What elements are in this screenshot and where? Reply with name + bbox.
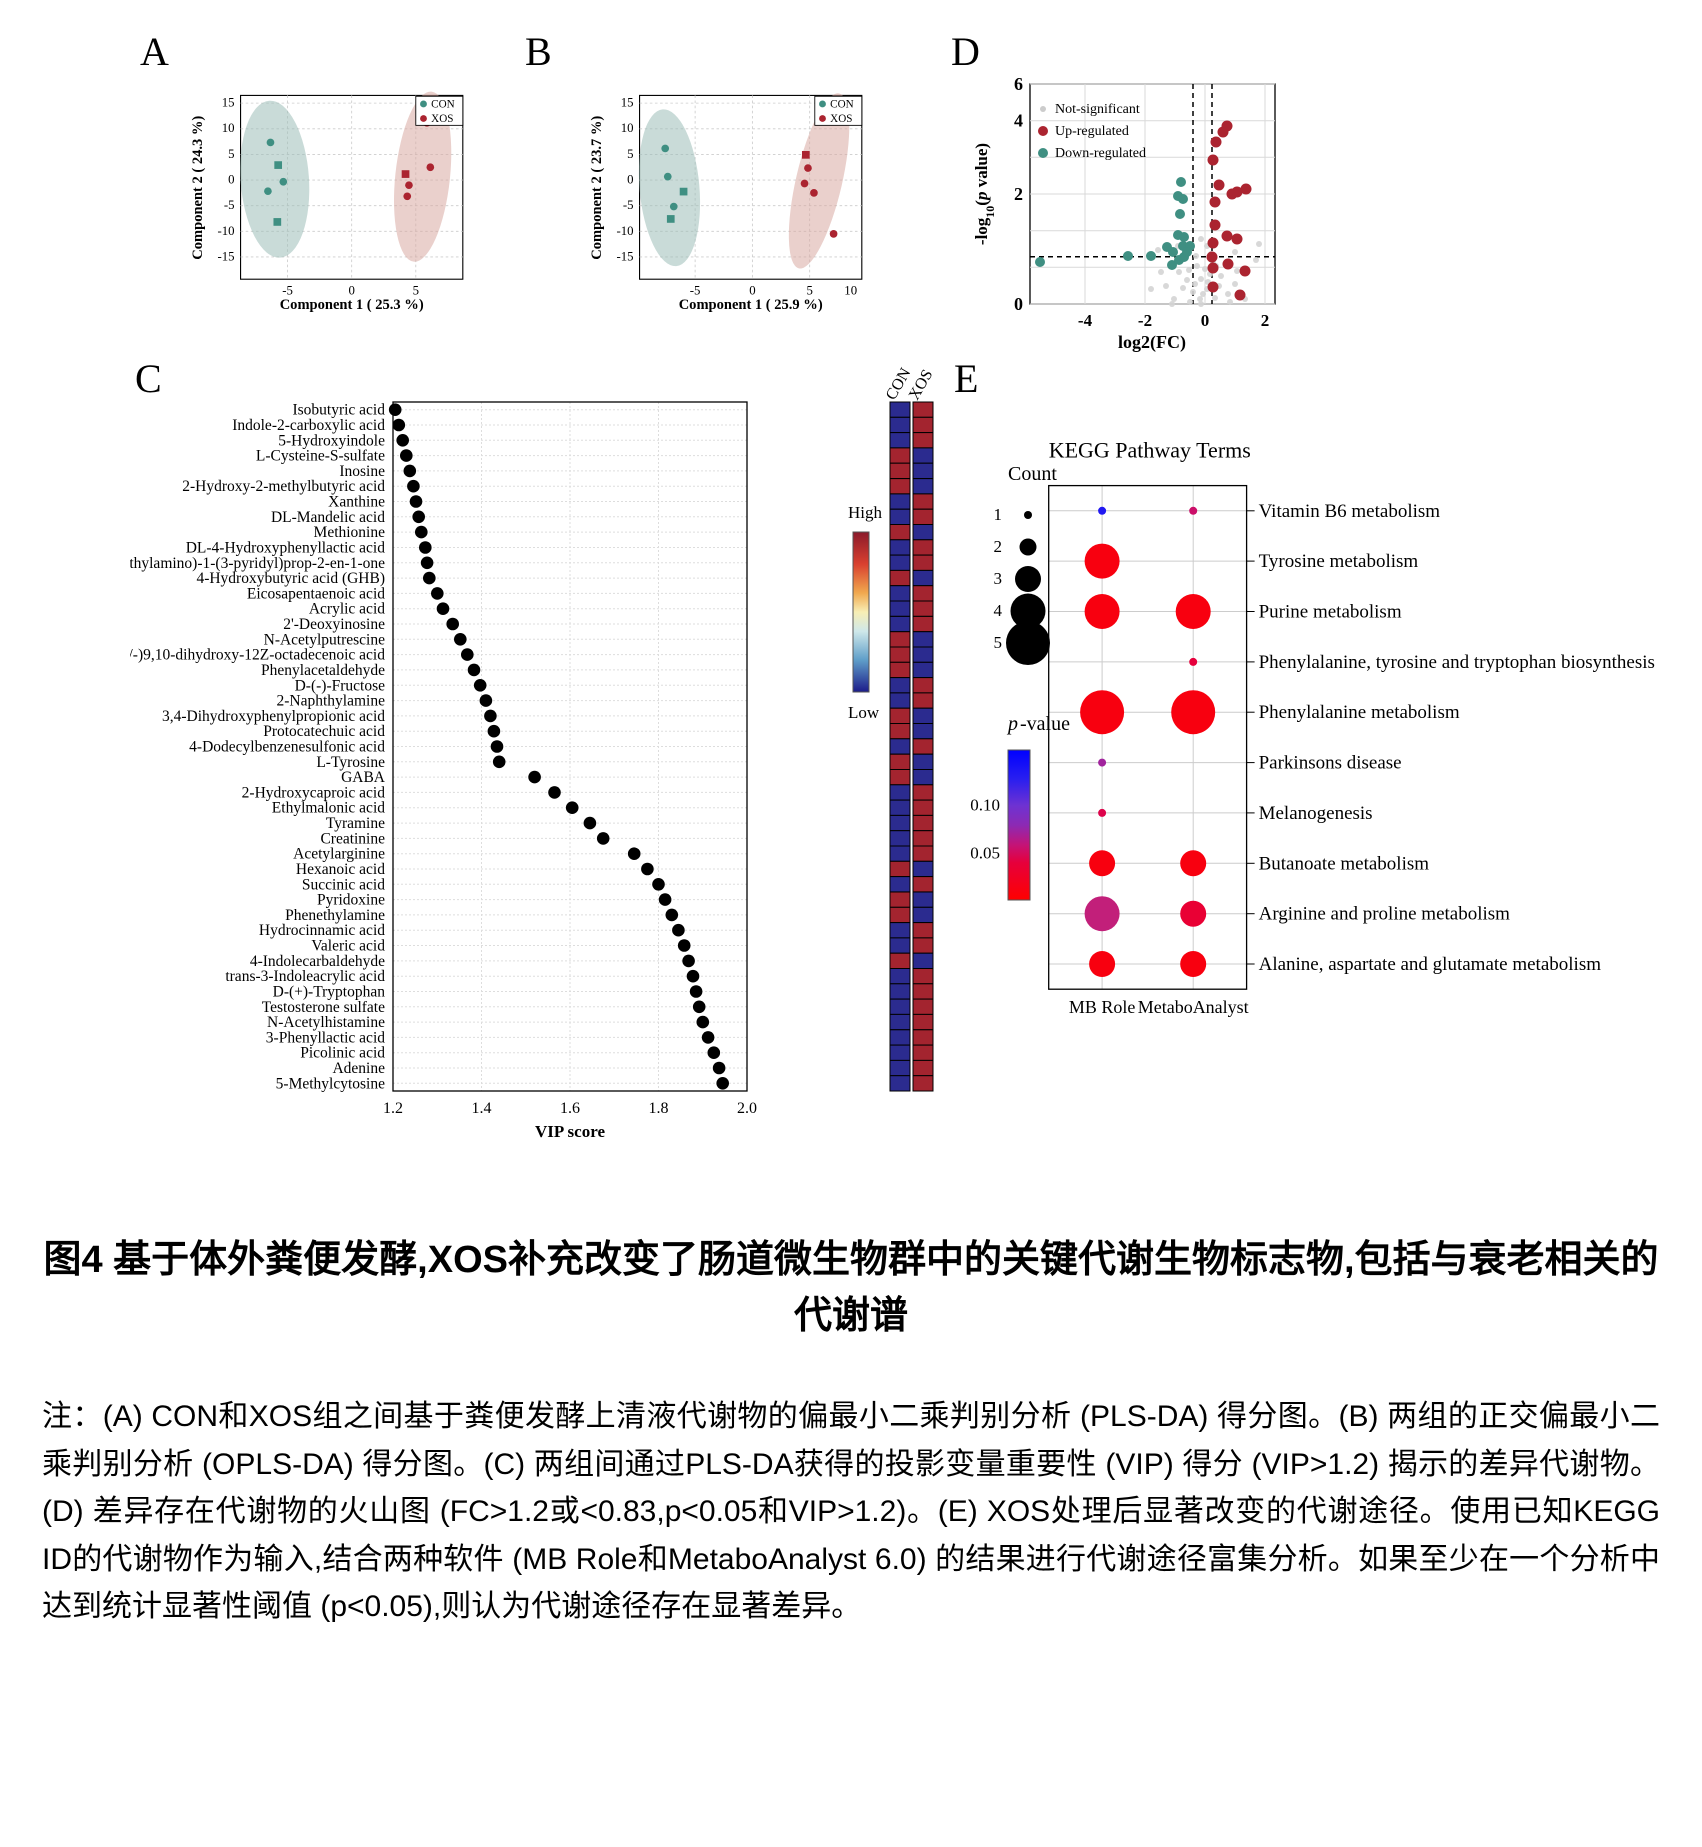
svg-text:Butanoate metabolism: Butanoate metabolism — [1259, 853, 1430, 874]
svg-text:-15: -15 — [217, 249, 234, 263]
svg-text:Component 1 ( 25.3 %): Component 1 ( 25.3 %) — [280, 297, 424, 313]
svg-text:-5: -5 — [224, 198, 235, 212]
svg-text:10: 10 — [222, 121, 235, 135]
svg-text:-5: -5 — [282, 284, 293, 298]
svg-text:15: 15 — [222, 96, 235, 110]
svg-text:0.05: 0.05 — [970, 844, 1000, 863]
svg-text:XOS: XOS — [830, 113, 852, 125]
svg-text:Down-regulated: Down-regulated — [1055, 146, 1146, 161]
svg-text:MB Role: MB Role — [1069, 997, 1136, 1017]
svg-text:-4: -4 — [1078, 311, 1093, 330]
svg-text:1: 1 — [994, 505, 1003, 524]
svg-text:1.4: 1.4 — [472, 1100, 492, 1117]
svg-text:CON: CON — [830, 98, 853, 110]
svg-text:15: 15 — [621, 96, 634, 110]
svg-text:log2(FC): log2(FC) — [1118, 332, 1186, 353]
svg-text:5: 5 — [806, 284, 812, 298]
svg-text:Phenylalanine, tyrosine and tr: Phenylalanine, tyrosine and tryptophan b… — [1259, 652, 1655, 673]
svg-text:0: 0 — [1201, 311, 1210, 330]
svg-text:Component 1 ( 25.9 %): Component 1 ( 25.9 %) — [679, 297, 823, 313]
svg-text:10: 10 — [844, 284, 857, 298]
svg-text:5: 5 — [413, 284, 419, 298]
svg-text:-2: -2 — [1138, 311, 1152, 330]
svg-text:0: 0 — [228, 172, 234, 186]
svg-text:Melanogenesis: Melanogenesis — [1259, 803, 1373, 824]
svg-text:1.2: 1.2 — [383, 1100, 403, 1117]
svg-text:p: p — [1006, 713, 1018, 735]
svg-text:3: 3 — [994, 569, 1003, 588]
svg-text:2: 2 — [1014, 184, 1023, 204]
svg-text:KEGG Pathway Terms: KEGG Pathway Terms — [1049, 438, 1251, 463]
svg-text:6: 6 — [1014, 74, 1023, 94]
svg-text:2: 2 — [1261, 311, 1270, 330]
svg-text:1.6: 1.6 — [560, 1100, 580, 1117]
svg-text:-15: -15 — [616, 249, 633, 263]
svg-text:0: 0 — [1014, 294, 1023, 314]
svg-text:0: 0 — [348, 284, 354, 298]
svg-text:Alanine, aspartate and glutama: Alanine, aspartate and glutamate metabol… — [1259, 954, 1602, 975]
svg-text:Component 2 ( 24.3 %): Component 2 ( 24.3 %) — [190, 116, 206, 260]
svg-text:Up-regulated: Up-regulated — [1055, 124, 1129, 139]
svg-text:5: 5 — [994, 633, 1003, 652]
svg-text:5: 5 — [627, 147, 633, 161]
svg-text:Not-significant: Not-significant — [1055, 102, 1140, 117]
svg-text:Phenylalanine metabolism: Phenylalanine metabolism — [1259, 702, 1460, 723]
svg-text:VIP score: VIP score — [535, 1122, 605, 1141]
svg-text:Count: Count — [1008, 463, 1057, 485]
svg-text:Tyrosine metabolism: Tyrosine metabolism — [1259, 551, 1419, 572]
svg-text:-value: -value — [1020, 713, 1070, 735]
svg-text:Arginine and proline metabolis: Arginine and proline metabolism — [1259, 904, 1511, 925]
svg-text:High: High — [848, 503, 883, 522]
svg-text:5: 5 — [228, 147, 234, 161]
svg-text:5-Methylcytosine: 5-Methylcytosine — [276, 1075, 385, 1092]
svg-text:Low: Low — [848, 703, 880, 722]
svg-text:4: 4 — [1014, 111, 1023, 131]
svg-text:Component 2 ( 23.7 %): Component 2 ( 23.7 %) — [589, 116, 605, 260]
svg-text:0: 0 — [627, 172, 633, 186]
svg-text:XOS: XOS — [431, 113, 453, 125]
svg-text:2.0: 2.0 — [737, 1100, 757, 1117]
svg-text:Parkinsons disease: Parkinsons disease — [1259, 753, 1402, 774]
svg-text:CON: CON — [431, 98, 454, 110]
svg-text:MetaboAnalyst: MetaboAnalyst — [1138, 997, 1249, 1017]
svg-text:2: 2 — [994, 537, 1003, 556]
svg-text:Vitamin B6 metabolism: Vitamin B6 metabolism — [1259, 501, 1441, 522]
svg-text:-10: -10 — [217, 224, 234, 238]
svg-text:4: 4 — [994, 601, 1003, 620]
svg-text:-10: -10 — [616, 224, 633, 238]
svg-text:-log10(p value): -log10(p value) — [975, 143, 997, 245]
svg-text:-5: -5 — [623, 198, 634, 212]
svg-text:Purine metabolism: Purine metabolism — [1259, 602, 1402, 623]
svg-text:1.8: 1.8 — [649, 1100, 669, 1117]
svg-text:0: 0 — [749, 284, 755, 298]
svg-text:0.10: 0.10 — [970, 796, 1000, 815]
svg-text:10: 10 — [621, 121, 634, 135]
svg-text:-5: -5 — [690, 284, 701, 298]
